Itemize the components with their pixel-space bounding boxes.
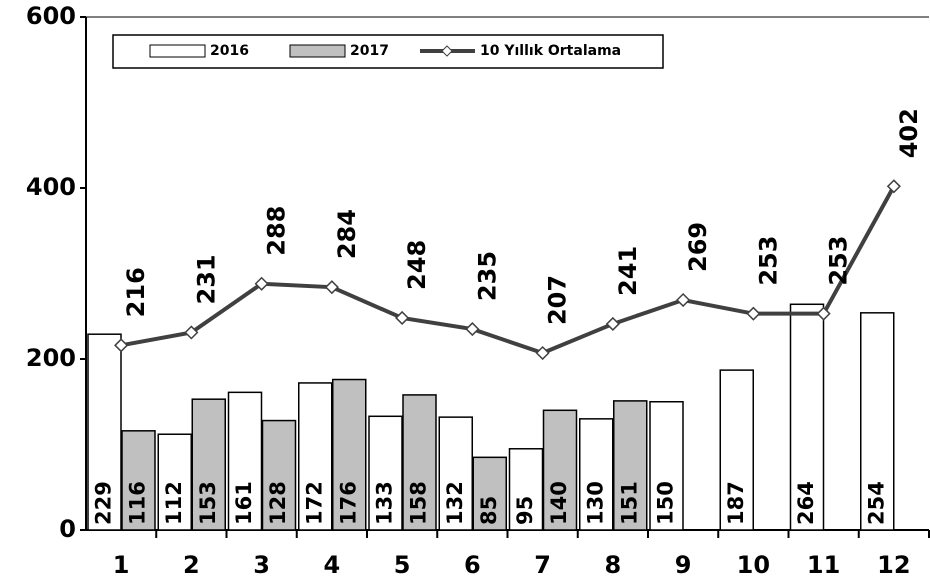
y-tick-label: 200 xyxy=(26,344,76,372)
marker xyxy=(605,316,620,332)
bar xyxy=(402,394,437,531)
value-label: 231 xyxy=(192,254,220,304)
value-label: 130 xyxy=(583,481,607,525)
value-label: 264 xyxy=(794,481,818,525)
x-tick-label: 10 xyxy=(737,551,770,579)
legend-label: 10 Yıllık Ortalama xyxy=(480,43,621,59)
x-tick-label: 6 xyxy=(464,551,481,579)
marker xyxy=(254,276,269,291)
marker xyxy=(184,325,199,340)
bar xyxy=(613,400,648,531)
marker xyxy=(816,306,831,321)
value-label: 229 xyxy=(92,481,116,525)
bar xyxy=(438,416,473,531)
x-tick-label: 11 xyxy=(807,551,840,579)
x-tick-label: 3 xyxy=(253,551,270,579)
value-label: 216 xyxy=(122,267,150,317)
value-label: 112 xyxy=(162,481,186,525)
x-tick-label: 9 xyxy=(675,551,692,579)
value-label: 161 xyxy=(232,481,256,525)
value-label: 116 xyxy=(126,481,150,525)
x-tick-label: 2 xyxy=(183,551,200,579)
value-label: 288 xyxy=(263,206,291,256)
bar xyxy=(298,382,333,531)
bar xyxy=(542,409,578,531)
legend-label: 2017 xyxy=(350,43,389,59)
bar xyxy=(332,378,367,531)
value-label: 140 xyxy=(547,481,571,525)
bar xyxy=(860,312,895,531)
value-label: 253 xyxy=(754,236,782,286)
marker xyxy=(746,306,761,321)
marker xyxy=(886,179,901,194)
value-label: 254 xyxy=(864,481,888,525)
bar xyxy=(87,333,122,531)
marker xyxy=(465,322,480,337)
y-tick-label: 600 xyxy=(26,2,76,30)
y-tick-label: 400 xyxy=(26,173,76,201)
bar xyxy=(649,401,684,531)
value-label: 187 xyxy=(724,481,748,525)
bar xyxy=(121,430,156,531)
legend-swatch xyxy=(149,44,206,58)
value-label: 158 xyxy=(407,481,431,525)
marker xyxy=(324,280,339,295)
x-tick-label: 1 xyxy=(113,551,130,579)
value-label: 284 xyxy=(333,209,361,259)
x-tick-label: 12 xyxy=(877,551,910,579)
value-label: 241 xyxy=(614,246,642,296)
value-label: 207 xyxy=(544,275,572,325)
x-tick-label: 7 xyxy=(534,551,551,579)
x-tick-label: 5 xyxy=(394,551,411,579)
bar xyxy=(508,448,544,531)
value-label: 128 xyxy=(266,481,290,525)
value-label: 176 xyxy=(336,481,360,525)
value-label: 248 xyxy=(403,240,431,290)
bar xyxy=(157,433,192,531)
bar xyxy=(191,398,226,531)
bar xyxy=(227,391,263,531)
value-label: 235 xyxy=(473,251,501,301)
value-label: 150 xyxy=(654,481,678,525)
bar xyxy=(579,418,614,531)
bar xyxy=(261,419,297,531)
legend-marker xyxy=(441,45,453,57)
value-label: 269 xyxy=(684,222,712,272)
value-label: 402 xyxy=(895,108,923,158)
marker xyxy=(535,345,550,361)
value-label: 153 xyxy=(196,481,220,525)
value-label: 132 xyxy=(443,481,467,525)
value-label: 133 xyxy=(373,481,397,525)
x-tick-label: 4 xyxy=(324,551,341,579)
value-label: 85 xyxy=(477,496,501,525)
bar xyxy=(472,456,507,531)
y-tick-label: 0 xyxy=(59,515,76,543)
marker xyxy=(395,310,410,326)
marker xyxy=(676,292,691,308)
bar xyxy=(719,369,754,531)
value-label: 95 xyxy=(513,496,537,525)
legend-swatch xyxy=(289,44,346,58)
line xyxy=(120,185,896,356)
legend-label: 2016 xyxy=(210,43,249,59)
bar xyxy=(789,303,825,531)
value-label: 253 xyxy=(825,236,853,286)
x-tick-label: 8 xyxy=(605,551,622,579)
value-label: 172 xyxy=(302,481,326,525)
value-label: 151 xyxy=(617,481,641,525)
bar xyxy=(368,415,403,531)
marker xyxy=(114,338,129,353)
